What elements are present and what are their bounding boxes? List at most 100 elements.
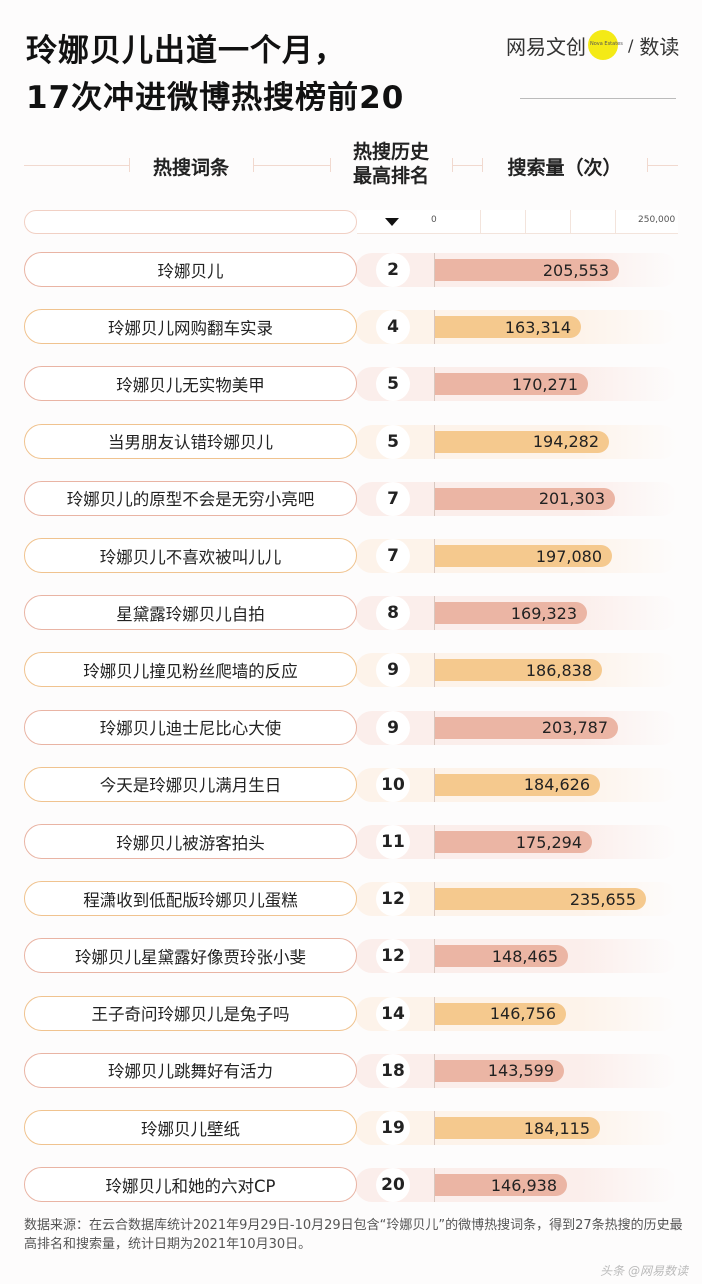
term-label: 今天是玲娜贝儿满月生日 [24, 766, 357, 802]
rank-value: 4 [387, 317, 399, 338]
bar-baseline [434, 424, 435, 459]
chart-row: 玲娜贝儿不喜欢被叫儿儿 7 197,080 [0, 538, 702, 574]
rank-badge [376, 996, 410, 1031]
rank-badge [376, 1111, 410, 1145]
x-axis-min-label: 0 [431, 215, 437, 225]
term-label: 玲娜贝儿无实物美甲 [24, 366, 357, 402]
rank-badge [376, 310, 410, 345]
rank-badge [376, 596, 410, 631]
chart-row: 玲娜贝儿壁纸 19 184,115 [0, 1110, 702, 1146]
bar-baseline [434, 882, 435, 917]
volume-value: 235,655 [569, 889, 636, 909]
rank-badge [376, 1168, 410, 1203]
rank-badge [376, 424, 410, 459]
bar-baseline [434, 710, 435, 745]
title-divider [520, 98, 676, 99]
bar-baseline [434, 939, 435, 974]
volume-bar: 170,271 [435, 373, 588, 396]
data-source-note: 数据来源：在云合数据库统计2021年9月29日-10月29日包含“玲娜贝儿”的微… [24, 1218, 683, 1252]
rank-badge [376, 710, 410, 745]
logo-right-text: 数读 [639, 34, 680, 59]
volume-value: 203,787 [541, 718, 608, 738]
volume-value: 184,115 [523, 1118, 590, 1138]
title-line-1: 玲娜贝儿出道一个月， [26, 33, 346, 69]
volume-value: 194,282 [532, 432, 599, 452]
header-rank-line-2: 最高排名 [352, 165, 429, 187]
x-axis-max-label: 250,000 [638, 215, 676, 225]
x-grid-line [570, 210, 571, 234]
bar-baseline [434, 996, 435, 1031]
chart-row: 玲娜贝儿被游客拍头 11 175,294 [0, 824, 702, 860]
bar-baseline [434, 1168, 435, 1203]
chart-row: 今天是玲娜贝儿满月生日 10 184,626 [0, 766, 702, 803]
rank-badge [376, 825, 410, 859]
term-label: 玲娜贝儿网购翻车实录 [24, 309, 357, 345]
x-grid-line [480, 210, 481, 234]
rank-value: 20 [381, 1175, 405, 1196]
rank-value: 19 [381, 1118, 405, 1138]
chart-row: 玲娜贝儿网购翻车实录 4 163,314 [0, 309, 702, 345]
rank-value: 18 [381, 1060, 405, 1081]
volume-bar: 197,080 [435, 545, 612, 567]
volume-bar: 146,938 [435, 1174, 567, 1197]
volume-bar: 163,314 [435, 316, 581, 339]
term-label: 玲娜贝儿星黛露好像贾玲张小斐 [24, 938, 357, 974]
volume-value: 175,294 [515, 832, 582, 852]
term-label: 玲娜贝儿的原型不会是无穷小亮吧 [24, 480, 357, 516]
term-label: 玲娜贝儿跳舞好有活力 [24, 1052, 357, 1088]
rank-badge [376, 1053, 410, 1088]
rank-badge [376, 939, 410, 974]
term-label: 星黛露玲娜贝儿自拍 [24, 595, 357, 631]
bar-baseline [434, 767, 435, 802]
term-label: 王子奇问玲娜贝儿是兔子吗 [24, 995, 357, 1031]
header-rule [24, 165, 129, 166]
header-rule [452, 165, 482, 166]
header-tick [129, 158, 130, 172]
volume-value: 163,314 [504, 317, 571, 337]
rank-badge [376, 539, 410, 573]
header-term: 热搜词条 [152, 157, 229, 179]
chart-row: 程潇收到低配版玲娜贝儿蛋糕 12 235,655 [0, 881, 702, 917]
volume-value: 143,599 [487, 1061, 554, 1081]
axis-term-placeholder [24, 210, 357, 234]
volume-bar: 184,115 [435, 1117, 600, 1139]
rank-value: 12 [381, 889, 405, 910]
chart-row: 玲娜贝儿撞见粉丝爬墙的反应 9 186,838 [0, 652, 702, 688]
bar-baseline [434, 253, 435, 287]
term-label: 玲娜贝儿 [24, 252, 357, 287]
bar-baseline [434, 1111, 435, 1145]
volume-bar: 146,756 [435, 1002, 566, 1025]
logo-slash: / [628, 35, 634, 55]
volume-value: 205,553 [542, 260, 609, 280]
rank-value: 14 [381, 1003, 405, 1024]
logo-left-text: 网易文创 [506, 34, 586, 59]
volume-value: 197,080 [535, 546, 602, 566]
volume-bar: 201,303 [435, 487, 615, 510]
volume-bar: 148,465 [435, 945, 568, 968]
header-rule [647, 165, 678, 166]
volume-bar: 205,553 [435, 259, 619, 281]
chart-row: 玲娜贝儿无实物美甲 5 170,271 [0, 366, 702, 402]
volume-bar: 175,294 [435, 831, 592, 853]
volume-bar: 169,323 [435, 602, 587, 625]
volume-value: 169,323 [510, 603, 577, 623]
rank-value: 10 [381, 774, 405, 795]
rank-value: 7 [387, 488, 399, 509]
rank-value: 9 [387, 717, 399, 738]
bar-baseline [434, 596, 435, 631]
rank-badge [376, 253, 410, 287]
rank-value: 5 [387, 374, 399, 395]
term-label: 玲娜贝儿撞见粉丝爬墙的反应 [24, 652, 357, 688]
header-tick [330, 158, 331, 172]
volume-bar: 194,282 [435, 430, 609, 453]
rank-badge [376, 653, 410, 688]
chart-row: 王子奇问玲娜贝儿是兔子吗 14 146,756 [0, 995, 702, 1032]
chart-row: 玲娜贝儿的原型不会是无穷小亮吧 7 201,303 [0, 480, 702, 517]
chart-row: 星黛露玲娜贝儿自拍 8 169,323 [0, 595, 702, 631]
chart-row: 玲娜贝儿和她的六对CP 20 146,938 [0, 1167, 702, 1203]
bar-baseline [434, 653, 435, 688]
x-grid-line [525, 210, 526, 234]
rank-badge [376, 767, 410, 802]
bar-baseline [434, 367, 435, 402]
rank-value: 12 [381, 946, 405, 967]
